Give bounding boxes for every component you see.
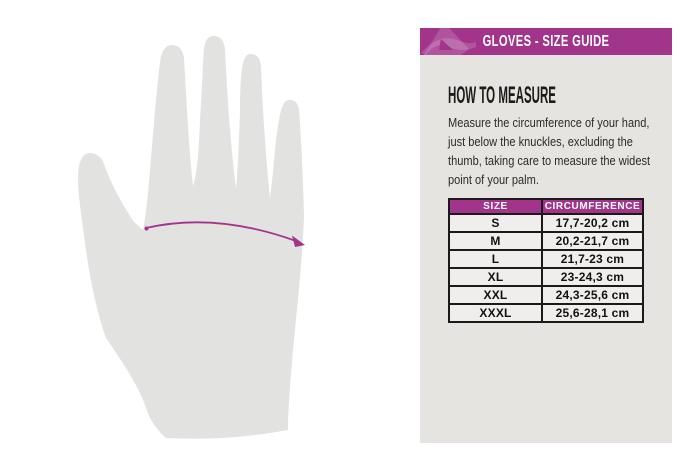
size-table: SIZE CIRCUMFERENCE S 17,7-20,2 cm M 20,2…: [448, 198, 644, 323]
table-row: XXXL 25,6-28,1 cm: [448, 303, 644, 323]
size-cell: L: [448, 249, 543, 269]
table-row: XL 23-24,3 cm: [448, 267, 644, 287]
acerbis-logo-icon: [421, 25, 476, 55]
text-line: point of your palm.: [448, 172, 539, 187]
circumference-cell: 25,6-28,1 cm: [541, 303, 644, 323]
how-to-measure-title: HOW TO MEASURE: [448, 82, 556, 109]
text-line: thumb, taking care to measure the widest: [448, 153, 651, 168]
circumference-arrow-icon: [144, 221, 305, 247]
circumference-cell: 23-24,3 cm: [541, 267, 644, 287]
how-to-measure-text: Measure the circumference of your hand, …: [448, 113, 671, 189]
size-cell: XXXL: [448, 303, 543, 323]
circumference-cell: 21,7-23 cm: [541, 249, 644, 269]
circumference-cell: 24,3-25,6 cm: [541, 285, 644, 305]
size-table-header-row: SIZE CIRCUMFERENCE: [448, 198, 644, 215]
circumference-cell: 17,7-20,2 cm: [541, 213, 644, 233]
banner-title: GLOVES - SIZE GUIDE: [482, 33, 610, 50]
circumference-column-header: CIRCUMFERENCE: [541, 198, 644, 215]
hand-silhouette-icon: [77, 35, 304, 439]
table-row: XXL 24,3-25,6 cm: [448, 285, 644, 305]
measure-panel: HOW TO MEASURE Measure the circumference…: [420, 55, 672, 443]
size-cell: S: [448, 213, 543, 233]
table-row: L 21,7-23 cm: [448, 249, 644, 269]
circumference-cell: 20,2-21,7 cm: [541, 231, 644, 251]
size-cell: XL: [448, 267, 543, 287]
text-line: Measure the circumference of your hand,: [448, 115, 650, 130]
table-row: S 17,7-20,2 cm: [448, 213, 644, 233]
text-line: just below the knuckles, excluding the: [448, 134, 633, 149]
hand-illustration: [77, 35, 305, 439]
size-cell: XXL: [448, 285, 543, 305]
size-cell: M: [448, 231, 543, 251]
size-column-header: SIZE: [448, 198, 543, 215]
size-guide-banner: GLOVES - SIZE GUIDE: [420, 25, 672, 55]
table-row: M 20,2-21,7 cm: [448, 231, 644, 251]
